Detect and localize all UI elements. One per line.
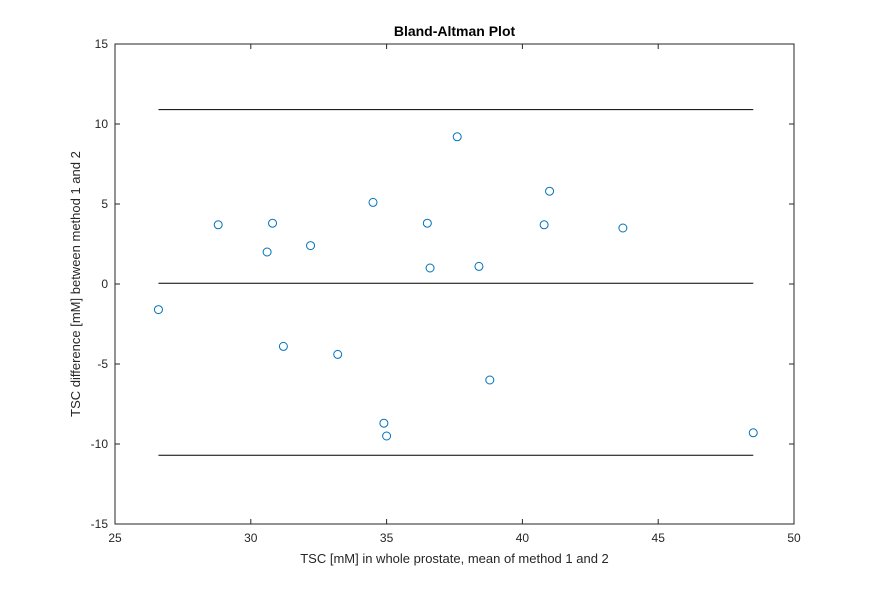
y-tick-label: 5 [101, 197, 108, 211]
y-tick-label: -10 [91, 437, 109, 451]
data-point [306, 241, 316, 251]
data-points [153, 132, 758, 441]
data-point [379, 418, 389, 428]
plot-area [114, 43, 795, 525]
data-point [333, 349, 343, 359]
data-point [485, 375, 495, 385]
x-tick-label: 45 [652, 531, 666, 545]
x-tick-label: 25 [108, 531, 122, 545]
data-point [278, 341, 288, 351]
data-point [262, 247, 272, 257]
y-axis-label: TSC difference [mM] between method 1 and… [68, 151, 83, 417]
axis-ticks: 25 30 35 40 45 50 -15 -10 -5 0 5 10 15 [91, 37, 801, 545]
data-point [539, 220, 549, 230]
x-tick-label: 30 [244, 531, 258, 545]
data-point [213, 220, 223, 230]
data-point [268, 218, 278, 228]
data-point [452, 132, 462, 142]
x-tick-label: 50 [787, 531, 801, 545]
data-point [422, 218, 432, 228]
data-point [382, 431, 392, 441]
data-point [748, 428, 758, 438]
data-point [474, 261, 484, 271]
data-point [545, 186, 555, 196]
data-point [618, 223, 628, 233]
data-point [368, 197, 378, 207]
chart-title: Bland-Altman Plot [394, 23, 516, 39]
y-tick-label: -15 [91, 517, 109, 531]
y-tick-label: 10 [95, 117, 109, 131]
x-tick-label: 35 [380, 531, 394, 545]
y-tick-label: 0 [101, 277, 108, 291]
data-point [153, 305, 163, 315]
x-tick-label: 40 [516, 531, 530, 545]
y-tick-label: 15 [95, 37, 109, 51]
x-axis-label: TSC [mM] in whole prostate, mean of meth… [300, 551, 609, 566]
reference-lines [158, 109, 754, 456]
data-point [425, 263, 435, 273]
y-tick-label: -5 [97, 357, 108, 371]
